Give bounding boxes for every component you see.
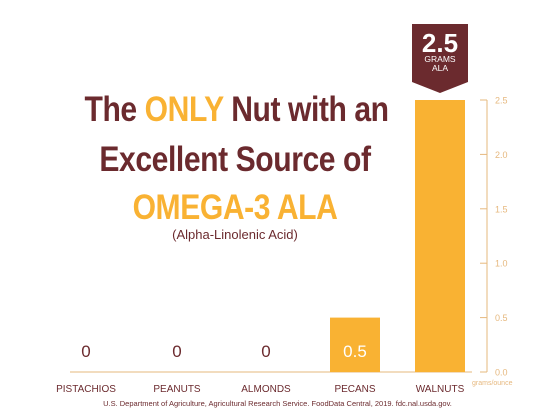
y-tick-label: 2.0 xyxy=(495,150,508,160)
y-tick-label: 0.5 xyxy=(495,313,508,323)
headline-line-1: The ONLY Nut with an xyxy=(84,90,390,130)
bars-group: 0 0 0 0.5 xyxy=(81,100,465,372)
badge-label-line: GRAMS xyxy=(424,54,456,64)
headline-text: The xyxy=(84,90,145,129)
value-label-almonds: 0 xyxy=(261,342,270,361)
x-tick-label-pistachios: PISTACHIOS xyxy=(56,384,116,395)
y-tick-label: 1.0 xyxy=(495,259,508,269)
x-axis-labels: PISTACHIOS PEANUTS ALMONDS PECANS WALNUTS xyxy=(56,384,464,395)
headline-text: Nut with an xyxy=(223,90,389,129)
headline-highlight: ONLY xyxy=(144,90,224,129)
subtitle: (Alpha-Linolenic Acid) xyxy=(172,227,298,242)
y-axis-ticks: 0.0 0.5 1.0 1.5 2.0 2.5 xyxy=(480,96,508,378)
value-label-peanuts: 0 xyxy=(172,342,181,361)
bar-pecans xyxy=(330,317,380,372)
badge-shape xyxy=(412,24,468,93)
badge-label-line: ALA xyxy=(431,63,449,73)
badge-label: GRAMS ALA xyxy=(412,55,468,73)
y-tick-label: 2.5 xyxy=(495,96,508,106)
bar-walnuts xyxy=(415,100,465,372)
x-tick-label-almonds: ALMONDS xyxy=(241,384,291,395)
y-tick-label: 1.5 xyxy=(495,204,508,214)
badge-value: 2.5 xyxy=(421,28,459,58)
headline-line-3: OMEGA-3 ALA xyxy=(132,188,338,227)
value-label-pecans: 0.5 xyxy=(343,342,367,361)
x-tick-label-walnuts: WALNUTS xyxy=(416,384,465,395)
headline-line-2: Excellent Source of xyxy=(99,140,371,179)
x-tick-label-pecans: PECANS xyxy=(334,384,375,395)
source-citation: U.S. Department of Agriculture, Agricult… xyxy=(103,399,452,408)
units-label: grams/ounce xyxy=(472,380,513,387)
y-tick-label: 0.0 xyxy=(495,368,508,378)
value-label-pistachios: 0 xyxy=(81,342,90,361)
x-tick-label-peanuts: PEANUTS xyxy=(153,384,201,395)
value-badge xyxy=(412,24,468,93)
